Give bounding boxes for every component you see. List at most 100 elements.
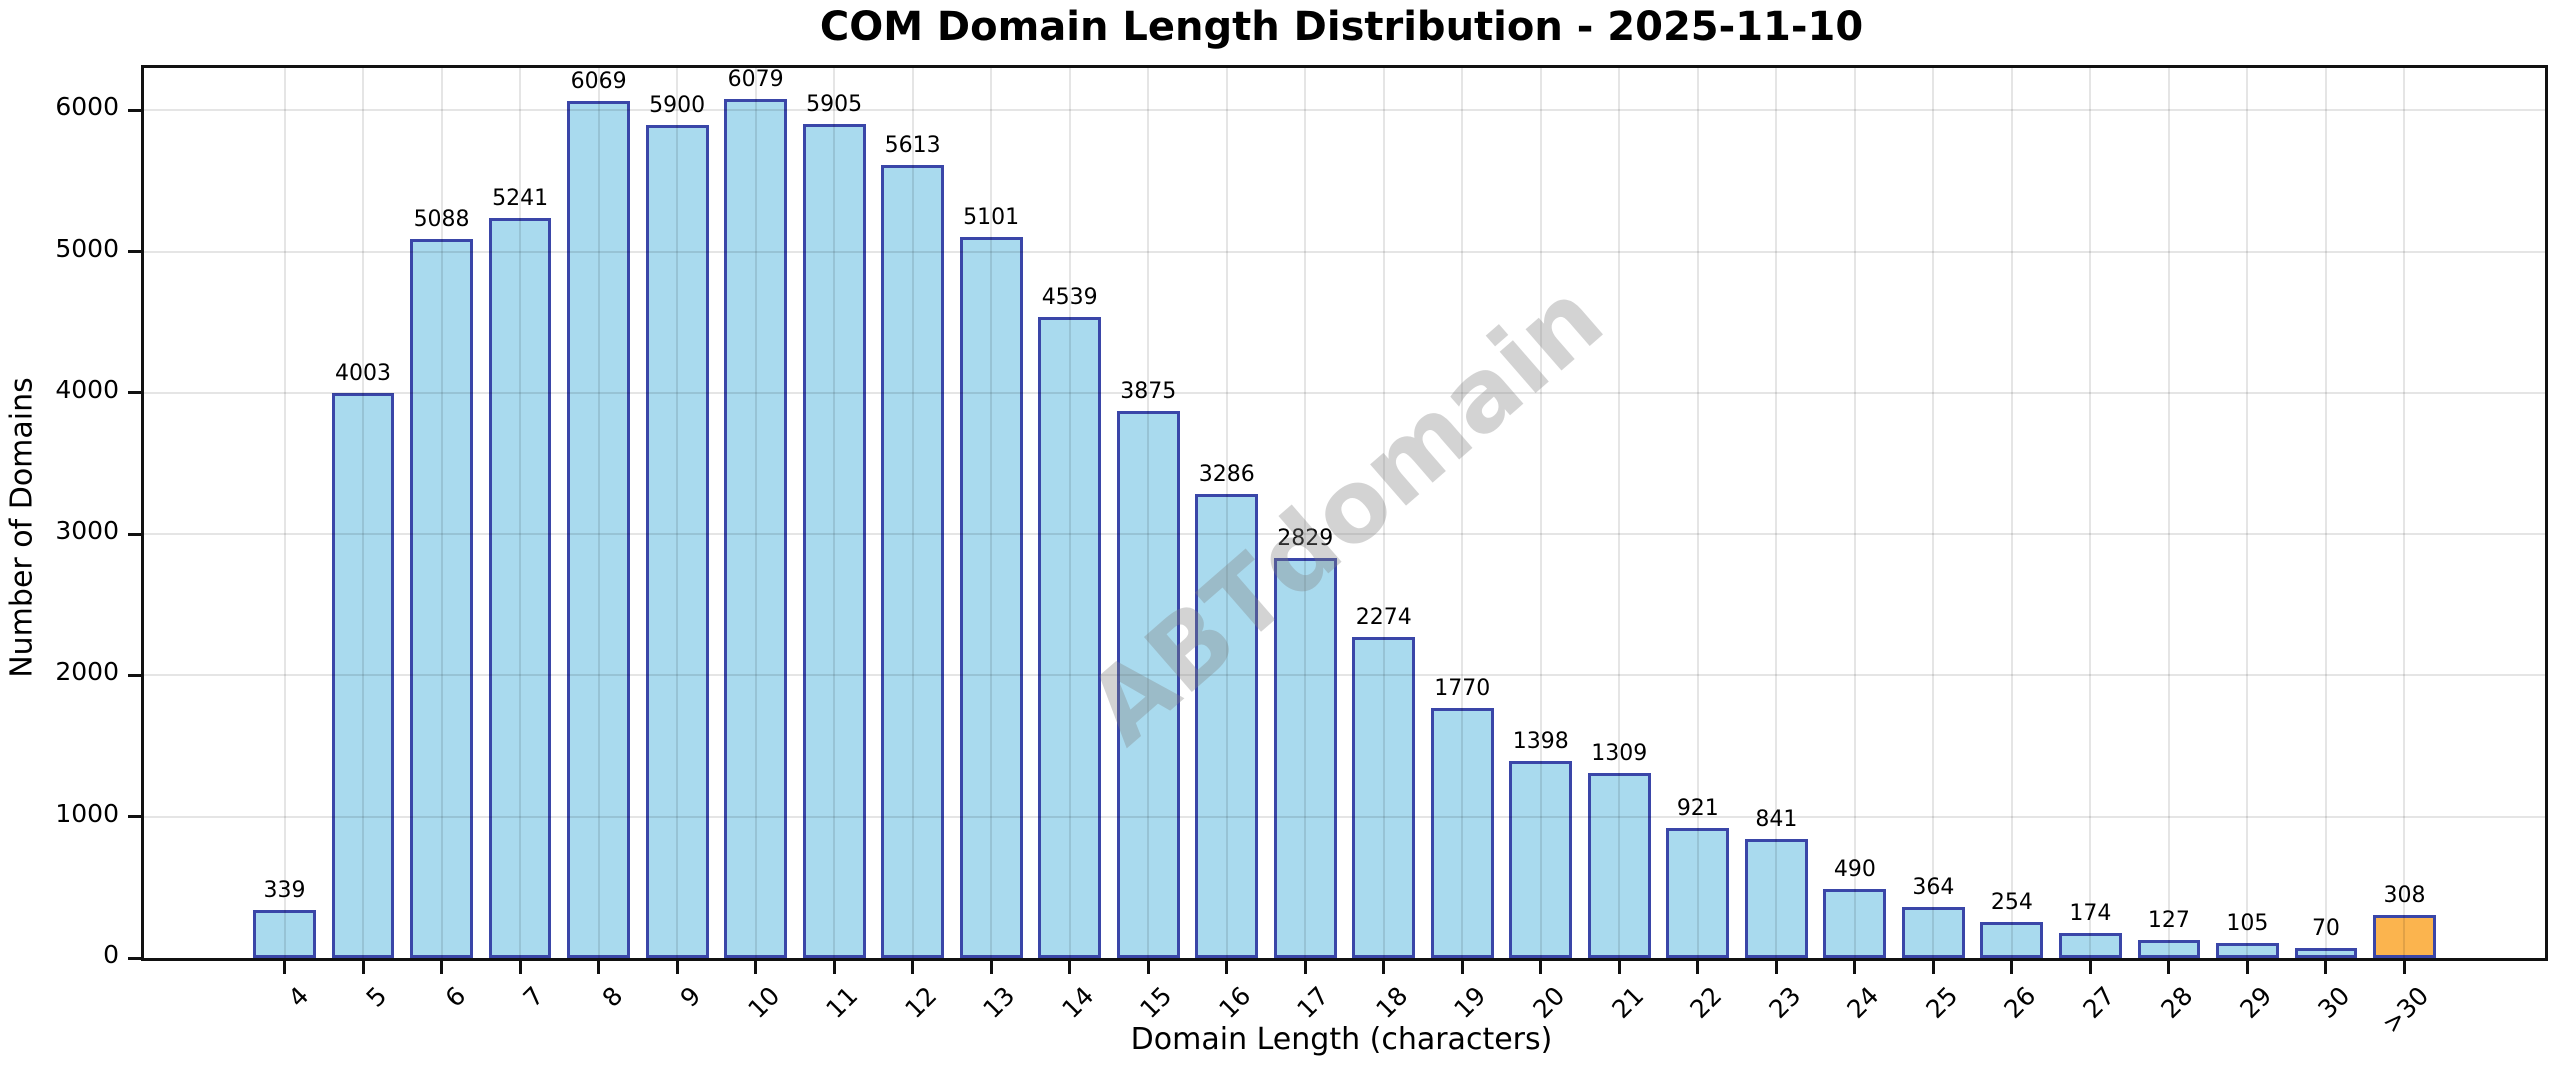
bar bbox=[1666, 827, 1730, 958]
bar-value-label: 70 bbox=[2311, 916, 2340, 942]
x-axis-tick bbox=[1460, 961, 1464, 974]
y-axis-tick bbox=[128, 956, 141, 960]
v-gridline bbox=[1461, 68, 1464, 958]
x-tick-label: 29 bbox=[2233, 981, 2277, 1025]
h-gridline bbox=[144, 391, 2545, 394]
bar-value-label: 5088 bbox=[413, 207, 470, 233]
h-gridline bbox=[144, 815, 2545, 818]
bar-value-label: 339 bbox=[263, 878, 306, 904]
x-axis-tick bbox=[2402, 961, 2406, 974]
bar bbox=[2058, 933, 2122, 958]
bar-value-label: 4003 bbox=[335, 360, 392, 386]
bar bbox=[724, 99, 788, 958]
v-gridline bbox=[911, 68, 914, 958]
y-tick-label: 3000 bbox=[55, 516, 119, 546]
x-axis-tick bbox=[1303, 961, 1307, 974]
bar bbox=[567, 100, 630, 958]
bar-value-label: 3286 bbox=[1198, 461, 1255, 487]
bar-value-label: 2274 bbox=[1355, 604, 1412, 630]
x-axis-tick bbox=[1068, 961, 1072, 974]
x-tick-label: 7 bbox=[517, 981, 550, 1013]
v-gridline bbox=[1696, 68, 1699, 958]
bar bbox=[1587, 773, 1651, 958]
bar-value-label: 5900 bbox=[649, 92, 706, 118]
bar-value-label: 1309 bbox=[1591, 741, 1648, 767]
x-axis-tick bbox=[1382, 961, 1386, 974]
x-axis-tick bbox=[283, 961, 287, 974]
h-gridline bbox=[144, 250, 2545, 253]
x-tick-label: 4 bbox=[282, 981, 315, 1013]
x-tick-label: 22 bbox=[1684, 981, 1728, 1025]
v-gridline bbox=[1382, 68, 1385, 958]
v-gridline bbox=[2010, 68, 2013, 958]
v-gridline bbox=[1853, 68, 1856, 958]
v-gridline bbox=[676, 68, 679, 958]
bar bbox=[645, 124, 709, 958]
x-axis-tick bbox=[989, 961, 993, 974]
bar bbox=[881, 165, 945, 958]
x-tick-label: 19 bbox=[1448, 981, 1492, 1025]
bar bbox=[1273, 558, 1337, 958]
y-tick-label: 5000 bbox=[55, 233, 119, 263]
bar bbox=[1509, 760, 1573, 958]
x-tick-label: 10 bbox=[742, 981, 786, 1025]
v-gridline bbox=[2324, 68, 2327, 958]
bar-value-label: 841 bbox=[1755, 807, 1798, 833]
y-tick-label: 1000 bbox=[55, 798, 119, 828]
y-tick-label: 0 bbox=[103, 940, 119, 969]
plot-area: ABTdomain 339 4003 5088 5241 6069 5900 6079 590… bbox=[141, 65, 2548, 961]
bar bbox=[959, 237, 1023, 958]
x-axis-tick bbox=[1225, 961, 1229, 974]
y-tick-label: 4000 bbox=[55, 374, 119, 404]
bar-value-label: 1398 bbox=[1512, 728, 1569, 754]
bar bbox=[1823, 888, 1887, 958]
v-gridline bbox=[2403, 68, 2406, 958]
x-tick-label: 16 bbox=[1213, 981, 1257, 1025]
bar bbox=[802, 123, 866, 958]
x-tick-label: 27 bbox=[2076, 981, 2120, 1025]
v-gridline bbox=[1225, 68, 1228, 958]
bar-value-label: 2829 bbox=[1277, 526, 1334, 552]
x-tick-label: 21 bbox=[1605, 981, 1649, 1025]
bar bbox=[253, 910, 316, 958]
bar bbox=[1116, 410, 1180, 958]
x-tick-label: 13 bbox=[977, 981, 1021, 1025]
x-tick-label: 24 bbox=[1841, 981, 1885, 1025]
bar bbox=[2294, 948, 2358, 958]
y-axis-tick bbox=[128, 532, 141, 536]
y-tick-label: 2000 bbox=[55, 657, 119, 687]
bar-value-label: 127 bbox=[2147, 908, 2190, 934]
x-tick-label: 8 bbox=[596, 981, 629, 1013]
bar-value-label: 308 bbox=[2383, 882, 2426, 908]
x-axis-tick bbox=[754, 961, 758, 974]
bar-value-label: 4539 bbox=[1041, 284, 1098, 310]
x-tick-label: 9 bbox=[674, 981, 707, 1013]
x-tick-label: 18 bbox=[1370, 981, 1414, 1025]
bar-value-label: 6079 bbox=[727, 67, 784, 93]
y-axis-tick bbox=[128, 673, 141, 677]
x-axis-tick bbox=[440, 961, 444, 974]
x-tick-label: 15 bbox=[1134, 981, 1178, 1025]
bar-value-label: 3875 bbox=[1120, 378, 1177, 404]
bar bbox=[2216, 943, 2279, 958]
bar bbox=[1744, 839, 1808, 958]
x-tick-label: 26 bbox=[1998, 981, 2042, 1025]
bar bbox=[331, 392, 395, 958]
x-tick-label: 6 bbox=[439, 981, 472, 1013]
x-axis-tick bbox=[597, 961, 601, 974]
v-gridline bbox=[597, 68, 600, 958]
x-tick-label: 17 bbox=[1291, 981, 1335, 1025]
x-tick-label: 11 bbox=[820, 981, 864, 1025]
bar bbox=[1195, 493, 1259, 958]
x-axis-tick bbox=[2088, 961, 2092, 974]
v-gridline bbox=[2167, 68, 2170, 958]
bar bbox=[1352, 636, 1416, 958]
x-axis-tick bbox=[518, 961, 522, 974]
v-gridline bbox=[990, 68, 993, 958]
bar-value-label: 490 bbox=[1833, 856, 1876, 882]
y-axis-tick bbox=[128, 250, 141, 254]
bar-value-label: 1770 bbox=[1434, 675, 1491, 701]
h-gridline bbox=[144, 109, 2545, 112]
x-tick-label: 20 bbox=[1527, 981, 1571, 1025]
